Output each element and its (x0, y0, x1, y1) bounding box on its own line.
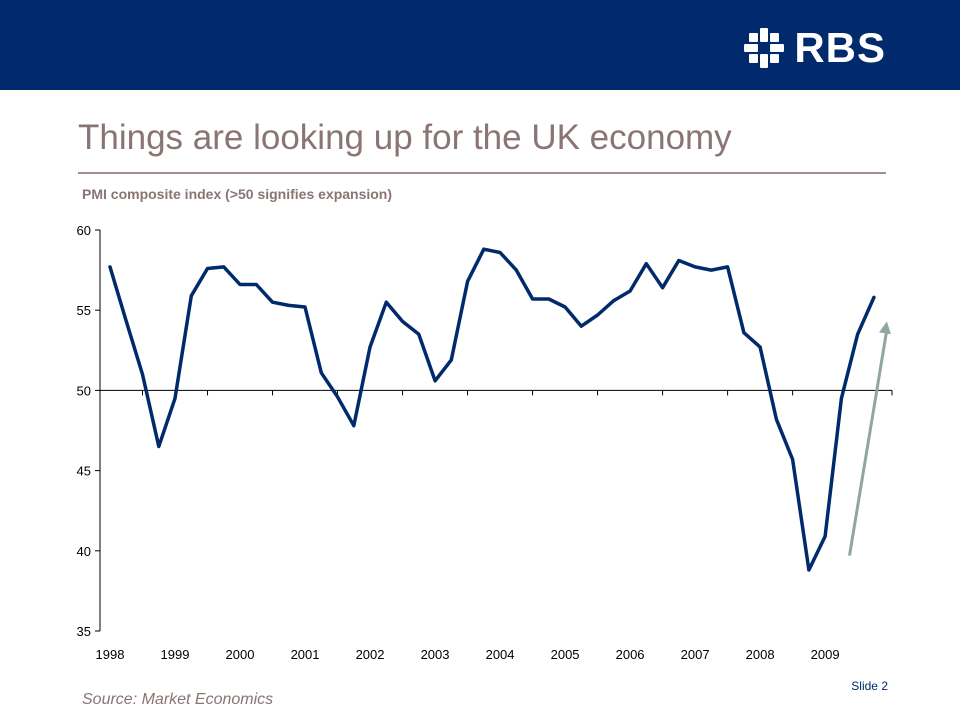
data-point (839, 396, 843, 400)
data-point (709, 268, 713, 272)
data-point (189, 294, 193, 298)
data-point (287, 303, 291, 307)
data-point (823, 534, 827, 538)
data-point (612, 299, 616, 303)
trend-arrow-head (879, 321, 891, 335)
data-point (206, 266, 210, 270)
x-tick-label: 2002 (356, 647, 385, 662)
slide-title: Things are looking up for the UK economy (78, 118, 732, 157)
data-point (563, 305, 567, 309)
data-point (774, 417, 778, 421)
data-point (222, 265, 226, 269)
header-bar: RBS (0, 0, 960, 90)
rbs-daisywheel-icon (744, 28, 785, 68)
y-tick-label: 60 (77, 223, 91, 238)
slide-number: Slide 2 (851, 679, 888, 693)
data-point (449, 358, 453, 362)
pmi-series-line (108, 247, 876, 572)
source-note: Source: Market Economics (82, 691, 274, 708)
data-point (726, 265, 730, 269)
data-point (254, 283, 258, 287)
y-tick-label: 35 (77, 624, 91, 639)
data-point (108, 265, 112, 269)
x-tick-label: 1998 (96, 647, 125, 662)
data-point (677, 258, 681, 262)
data-point (336, 395, 340, 399)
data-point (807, 568, 811, 572)
data-point (579, 324, 583, 328)
data-point (124, 319, 128, 323)
x-tick-label: 2003 (421, 647, 450, 662)
x-tick-label: 2000 (226, 647, 255, 662)
data-point (628, 289, 632, 293)
rbs-logo: RBS (742, 26, 886, 70)
data-point (173, 396, 177, 400)
data-point (742, 331, 746, 335)
x-tick-label: 2008 (746, 647, 775, 662)
y-tick-label: 45 (77, 464, 91, 479)
x-tick-label: 2009 (811, 647, 840, 662)
data-point (661, 286, 665, 290)
y-tick-label: 40 (77, 544, 91, 559)
data-point (157, 445, 161, 449)
data-point (531, 297, 535, 301)
x-tick-label: 2007 (681, 647, 710, 662)
data-point (758, 345, 762, 349)
logo-text: RBS (794, 24, 886, 71)
y-tick-label: 55 (77, 303, 91, 318)
data-point (319, 371, 323, 375)
data-point (693, 265, 697, 269)
data-point (547, 297, 551, 301)
x-tick-label: 2001 (291, 647, 320, 662)
data-point (368, 345, 372, 349)
title-divider (78, 172, 886, 174)
data-point (596, 313, 600, 317)
y-tick-label: 50 (77, 383, 91, 398)
data-point (417, 332, 421, 336)
data-point (303, 305, 307, 309)
data-point (141, 372, 145, 376)
chart-title: PMI composite index (>50 signifies expan… (82, 186, 393, 202)
data-point (514, 268, 518, 272)
x-tick-label: 1999 (161, 647, 190, 662)
data-point (271, 300, 275, 304)
x-tick-label: 2006 (616, 647, 645, 662)
data-point (872, 295, 876, 299)
data-point (482, 247, 486, 251)
data-point (238, 283, 242, 287)
data-point (498, 250, 502, 254)
x-tick-label: 2005 (551, 647, 580, 662)
data-point (644, 262, 648, 266)
data-point (384, 300, 388, 304)
data-point (466, 279, 470, 283)
data-point (791, 457, 795, 461)
data-point (401, 319, 405, 323)
data-point (352, 424, 356, 428)
trend-arrow-shaft (848, 329, 889, 556)
data-point (433, 379, 437, 383)
x-tick-label: 2004 (486, 647, 515, 662)
data-point (856, 332, 860, 336)
